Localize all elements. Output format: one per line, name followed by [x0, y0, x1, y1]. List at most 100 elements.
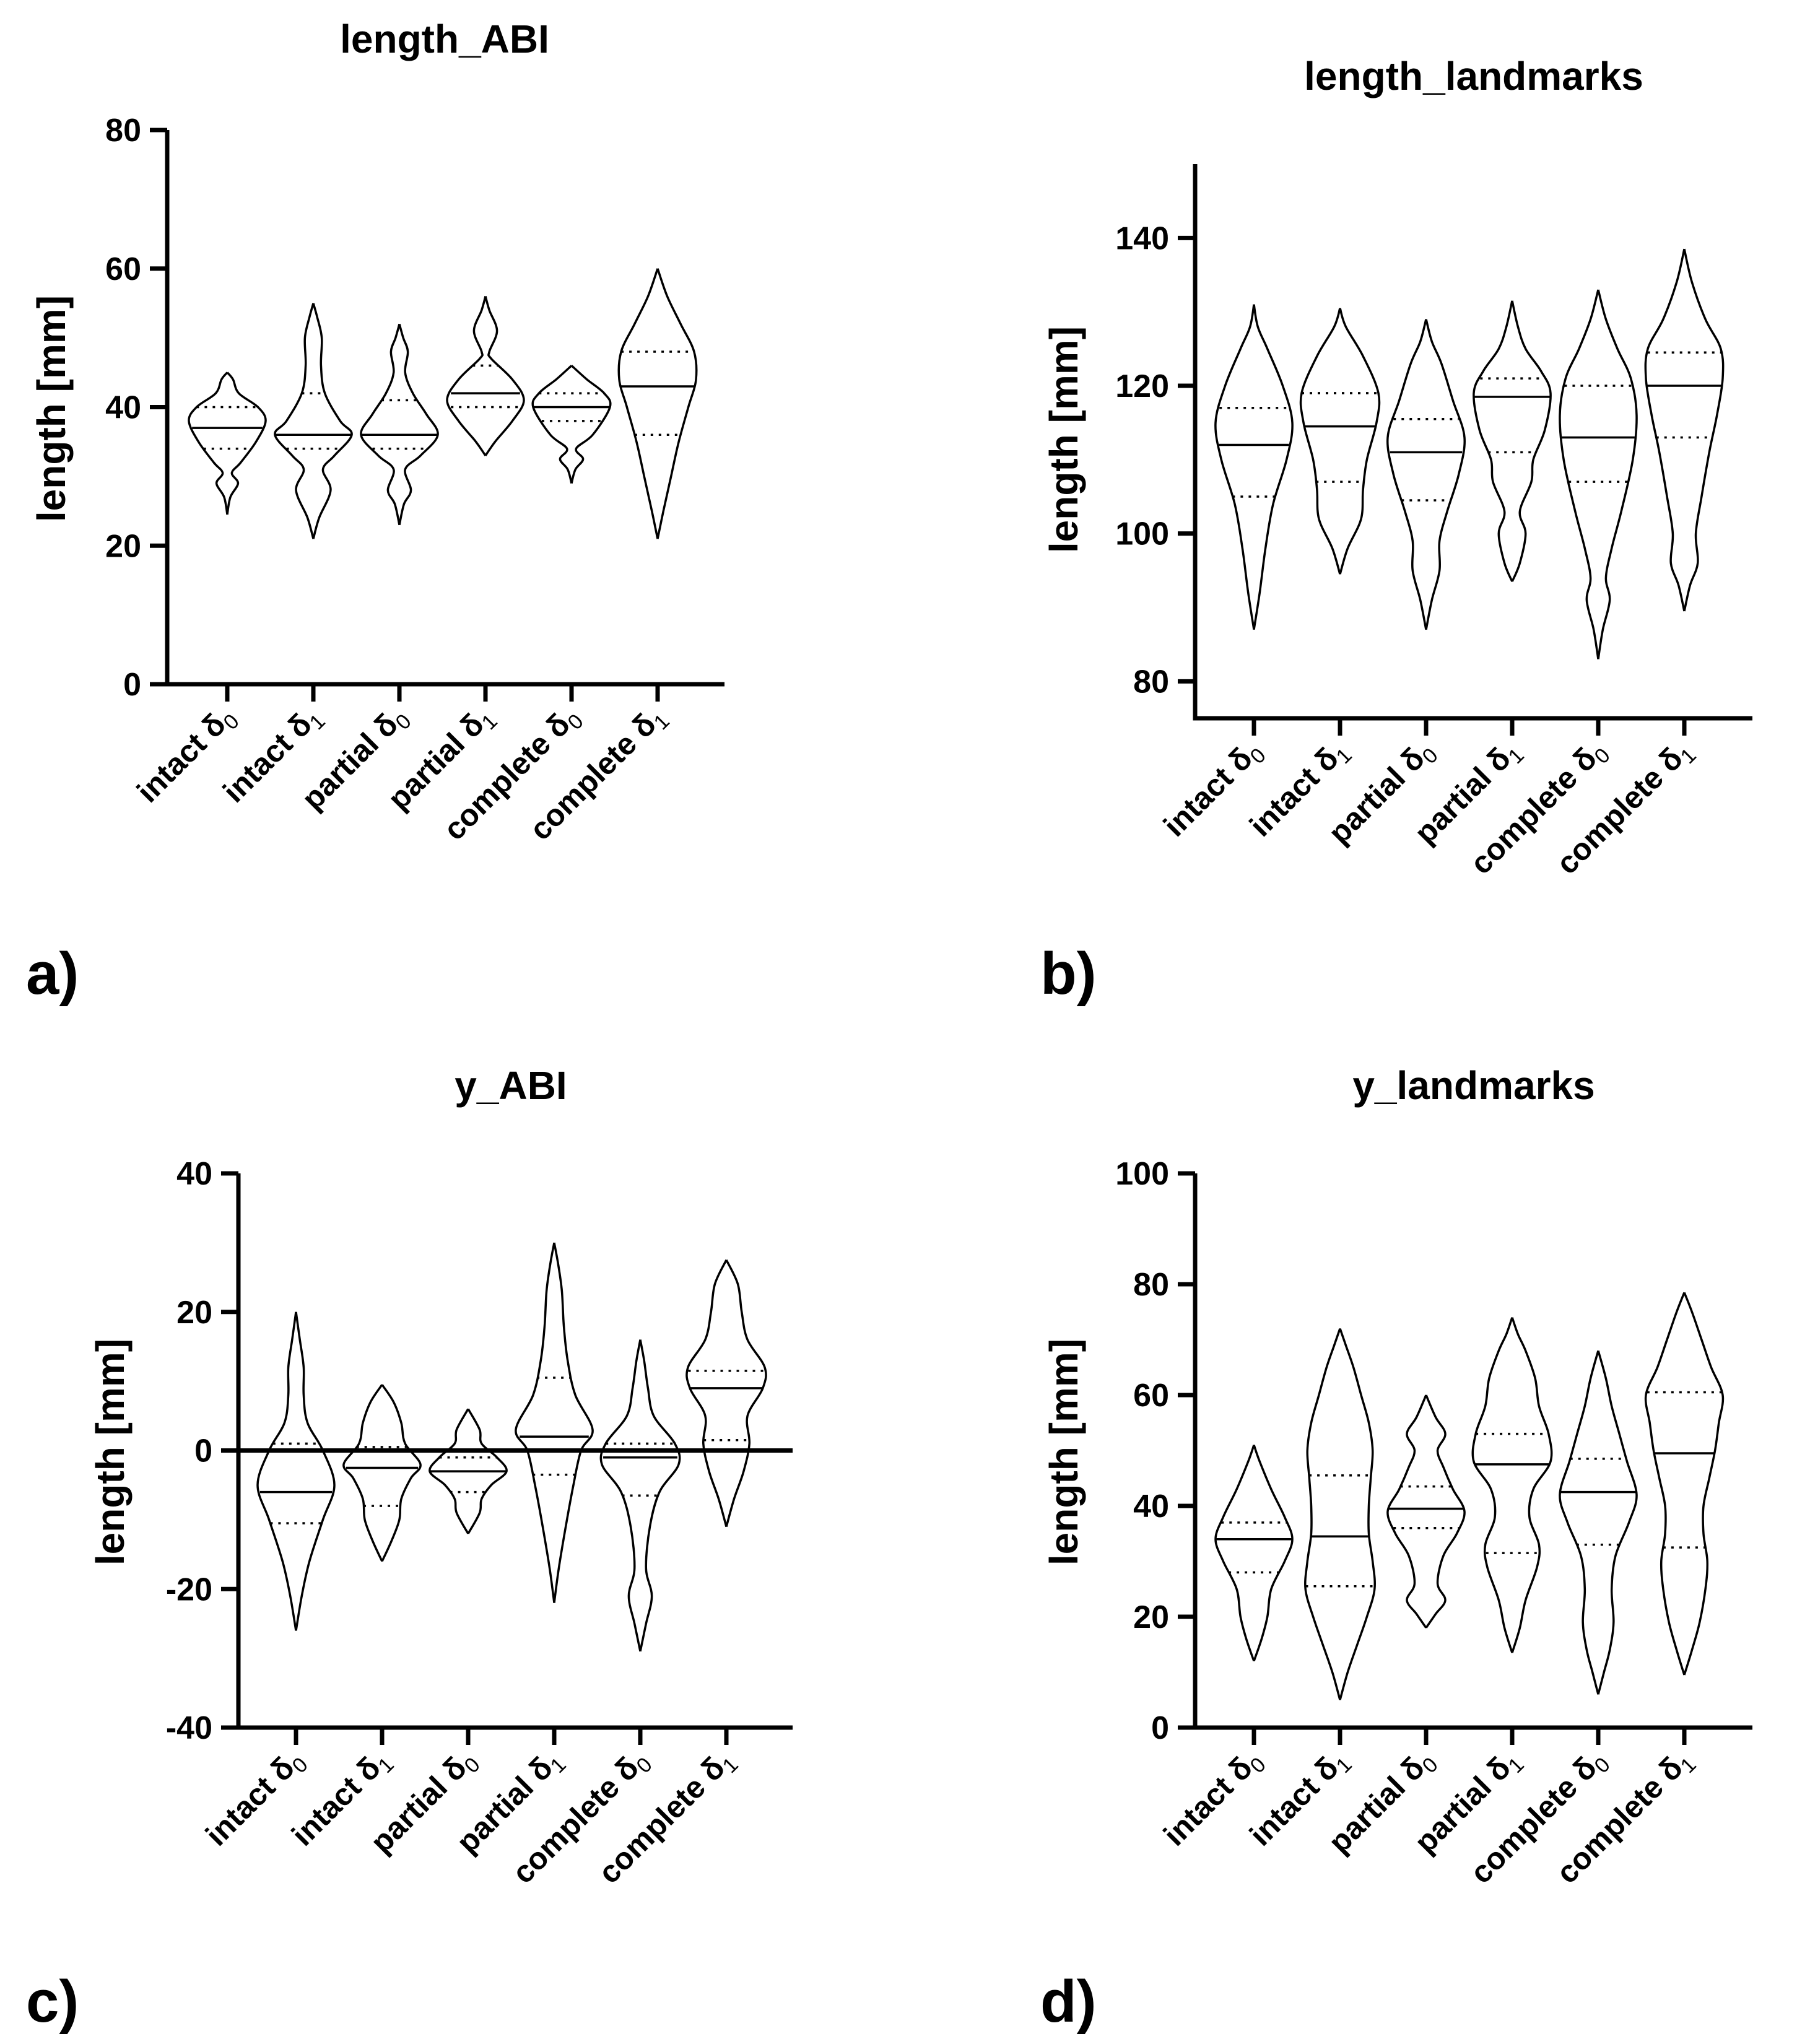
- violin: [1214, 1445, 1294, 1662]
- violin-outline-right: [1253, 304, 1294, 630]
- chart-title: length_landmarks: [1304, 54, 1643, 98]
- y-axis-label: length [mm]: [1042, 326, 1086, 553]
- y-tick-label: 100: [1115, 516, 1169, 552]
- violin: [342, 1384, 422, 1562]
- y-tick-label: 100: [1115, 1156, 1169, 1192]
- violin: [1386, 1394, 1466, 1629]
- y-tick-label: 20: [105, 528, 141, 564]
- chart-title: y_landmarks: [1352, 1063, 1595, 1108]
- chart-title: y_ABI: [455, 1063, 567, 1108]
- violin: [1386, 319, 1466, 630]
- y-tick-label: 40: [105, 390, 141, 426]
- y-tick-label: 60: [1133, 1378, 1169, 1414]
- y-axis-label: length [mm]: [88, 1339, 133, 1565]
- violin-outline-right: [1339, 308, 1381, 575]
- violin-outline-left: [1299, 308, 1341, 575]
- violin-outline-left: [685, 1259, 728, 1528]
- violin-outline-right: [1597, 1350, 1638, 1695]
- panel-label: d): [1040, 1968, 1097, 2035]
- violin-outline-right: [1597, 289, 1638, 659]
- violin: [1471, 1317, 1553, 1653]
- panel-label: c): [26, 1968, 79, 2035]
- violin-outline-right: [1425, 319, 1466, 630]
- violin-outline-left: [274, 303, 315, 539]
- violin-outline-right: [381, 1384, 422, 1562]
- y-tick-label: 80: [1133, 664, 1169, 700]
- panel-label: a): [26, 941, 79, 1007]
- violin-outline-right: [725, 1259, 767, 1528]
- y-axis-label: length [mm]: [1042, 1339, 1086, 1565]
- panel-d-y-landmarks: y_landmarks length [mm] 020406080100inta…: [1040, 1063, 1752, 2035]
- violin-outline-left: [1473, 300, 1513, 582]
- y-tick-label: 40: [1133, 1489, 1169, 1524]
- violin-outline-left: [1559, 1350, 1599, 1695]
- violin-outline-right: [1339, 1328, 1376, 1700]
- violin-outline-right: [656, 268, 698, 539]
- panel-label: b): [1040, 941, 1097, 1007]
- y-tick-label: -40: [166, 1710, 212, 1746]
- violin: [188, 372, 267, 515]
- violin-outline-left: [342, 1384, 383, 1562]
- violin: [685, 1259, 767, 1528]
- violin: [274, 303, 353, 539]
- violin-outline-right: [639, 1339, 681, 1652]
- violin: [1299, 308, 1381, 575]
- violin-outline-left: [446, 296, 487, 456]
- violin-outline-left: [1644, 248, 1686, 612]
- violin: [1559, 1350, 1638, 1695]
- y-tick-label: 40: [176, 1156, 212, 1192]
- y-tick-label: 0: [1151, 1710, 1169, 1746]
- violin-outline-left: [360, 323, 401, 526]
- y-tick-label: 20: [176, 1295, 212, 1331]
- violin-outline-left: [1214, 1445, 1255, 1662]
- violin: [1473, 300, 1552, 582]
- violin-outline-left: [1304, 1328, 1341, 1700]
- violin-outline-right: [1683, 248, 1725, 612]
- violin-outline-left: [1559, 289, 1599, 659]
- violin-outline-left: [1386, 1394, 1427, 1629]
- y-tick-label: 80: [1133, 1267, 1169, 1303]
- y-tick-label: -20: [166, 1572, 212, 1607]
- violin: [531, 365, 612, 484]
- violin-outline-right: [570, 365, 612, 484]
- violin-outline-left: [515, 1242, 555, 1603]
- violin-outline-left: [1386, 319, 1427, 630]
- violin-outline-left: [1214, 304, 1255, 630]
- violin-outline-right: [1253, 1445, 1294, 1662]
- violin: [1644, 248, 1725, 612]
- violin-outline-left: [617, 268, 659, 539]
- violin: [1644, 1292, 1725, 1676]
- violin-outline-right: [484, 296, 525, 456]
- violin: [1304, 1328, 1376, 1700]
- violin-outline-right: [1511, 300, 1552, 582]
- y-tick-label: 0: [194, 1433, 212, 1469]
- violin-outline-left: [188, 372, 228, 515]
- violin-outline-left: [1471, 1317, 1513, 1653]
- violin: [360, 323, 439, 526]
- chart-title: length_ABI: [340, 17, 549, 61]
- violin-outline-right: [226, 372, 267, 515]
- violin-outline-right: [295, 1311, 336, 1631]
- violin-outline-left: [531, 365, 573, 484]
- violin-outline-right: [312, 303, 353, 539]
- violin: [1559, 289, 1638, 659]
- violin: [429, 1408, 508, 1534]
- y-axis-label: length [mm]: [29, 295, 74, 522]
- violin-outline-left: [599, 1339, 642, 1652]
- violin: [515, 1242, 594, 1603]
- violin-outline-right: [1425, 1394, 1466, 1629]
- violin: [256, 1311, 336, 1631]
- y-tick-label: 60: [105, 251, 141, 287]
- y-tick-label: 80: [105, 113, 141, 149]
- y-tick-label: 140: [1115, 220, 1169, 256]
- y-tick-label: 0: [123, 667, 141, 703]
- violin-outline-right: [1683, 1292, 1725, 1676]
- y-tick-label: 120: [1115, 368, 1169, 404]
- panel-b-length-landmarks: length_landmarks length [mm] 80 100 120 140…: [1040, 54, 1752, 1007]
- violin-outline-right: [1511, 1317, 1553, 1653]
